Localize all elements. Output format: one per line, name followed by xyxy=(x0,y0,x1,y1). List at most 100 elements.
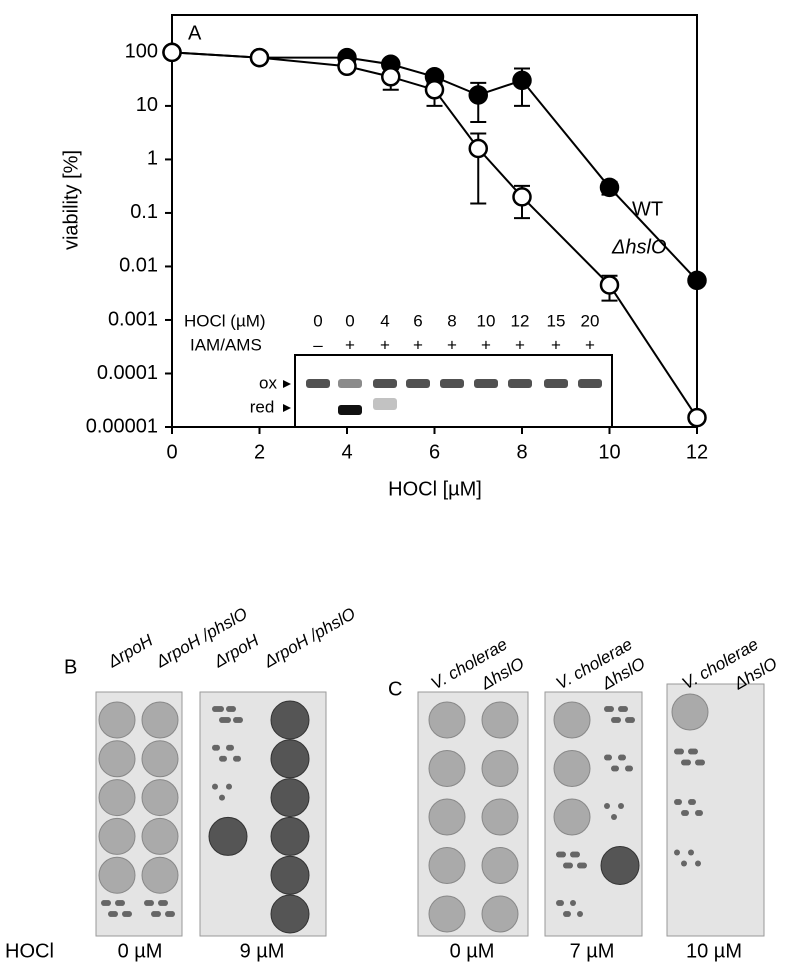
arrowhead xyxy=(283,380,291,388)
data-point xyxy=(381,67,401,87)
data-point xyxy=(468,85,488,105)
series-label: ΔhslO xyxy=(611,236,667,258)
gel-band xyxy=(306,379,330,388)
spot xyxy=(481,750,519,787)
spot xyxy=(141,740,179,778)
colony xyxy=(678,748,684,755)
y-tick-label: 10 xyxy=(136,94,158,116)
colony xyxy=(230,706,236,712)
colony xyxy=(119,900,125,906)
colony xyxy=(226,783,232,790)
x-tick-label: 2 xyxy=(254,441,265,463)
spot xyxy=(270,739,310,779)
lane-label: + xyxy=(345,335,355,354)
gel-band xyxy=(544,379,568,388)
gel-band xyxy=(406,379,430,388)
colony xyxy=(674,849,680,856)
colony xyxy=(606,754,612,761)
spot xyxy=(270,816,310,856)
data-point xyxy=(337,56,357,77)
colony xyxy=(105,900,111,906)
gel-band xyxy=(474,379,498,388)
gel-band xyxy=(578,379,602,388)
data-point xyxy=(687,270,707,291)
y-tick-label: 0.001 xyxy=(108,308,158,330)
colony xyxy=(608,706,614,712)
spot xyxy=(428,798,466,836)
spot xyxy=(553,750,591,787)
colony xyxy=(581,862,587,869)
column-label: ΔrpoH xyxy=(104,630,157,671)
data-point xyxy=(468,138,488,159)
y-tick-label: 100 xyxy=(125,41,158,63)
spot xyxy=(270,778,310,818)
colony xyxy=(112,911,118,917)
colony xyxy=(695,860,701,867)
colony xyxy=(577,911,583,917)
colony xyxy=(560,851,566,858)
spot xyxy=(600,846,640,885)
spot xyxy=(141,701,179,739)
colony xyxy=(218,706,224,712)
colony xyxy=(685,759,691,766)
gel-band xyxy=(440,379,464,388)
series-label: WT xyxy=(632,198,663,220)
gel-band xyxy=(373,398,397,410)
x-tick-label: 10 xyxy=(598,441,620,463)
lane-label: + xyxy=(380,335,390,354)
colony xyxy=(237,717,243,723)
spot xyxy=(428,701,466,739)
spot xyxy=(481,701,519,739)
spot xyxy=(270,700,310,740)
x-tick-label: 12 xyxy=(686,441,708,463)
dose-label: 0 µM xyxy=(118,940,163,962)
y-tick-label: 0.00001 xyxy=(86,415,158,437)
plate xyxy=(95,691,183,937)
data-point xyxy=(424,80,445,100)
spot xyxy=(428,847,466,884)
lane-label: 6 xyxy=(413,311,422,330)
lane-label: + xyxy=(551,335,561,354)
colony xyxy=(169,911,175,917)
colony xyxy=(620,754,626,761)
data-point xyxy=(162,42,182,63)
spot xyxy=(481,798,519,836)
y-axis-label: viability [%] xyxy=(60,150,82,250)
gel-background xyxy=(294,354,613,428)
spot xyxy=(141,817,179,855)
spot xyxy=(270,855,310,895)
lane-label: 0 xyxy=(345,311,354,330)
gel-band xyxy=(338,379,362,388)
lane-label: 8 xyxy=(447,311,456,330)
colony xyxy=(162,900,168,906)
gel-band xyxy=(373,379,397,388)
data-point xyxy=(687,407,707,428)
spot xyxy=(481,895,519,933)
colony xyxy=(681,860,687,867)
spot xyxy=(208,816,248,856)
colony xyxy=(148,900,154,906)
y-tick-label: 0.0001 xyxy=(97,362,158,384)
spot xyxy=(98,856,136,894)
lane-label: 10 xyxy=(477,311,496,330)
panel-label: A xyxy=(188,22,202,44)
gel-band xyxy=(338,405,362,415)
spot xyxy=(270,894,310,934)
data-point xyxy=(249,47,270,68)
colony xyxy=(225,717,231,723)
y-tick-label: 0.1 xyxy=(130,201,158,223)
spot xyxy=(98,779,136,817)
colony xyxy=(155,911,161,917)
colony xyxy=(214,744,220,751)
colony xyxy=(690,799,696,805)
colony xyxy=(692,748,698,755)
x-tick-label: 0 xyxy=(166,441,177,463)
lane-label: + xyxy=(447,335,457,354)
data-point xyxy=(599,177,620,198)
plate xyxy=(544,691,643,937)
inset-row-label: IAM/AMS xyxy=(190,335,262,354)
dose-label: 10 µM xyxy=(686,940,742,962)
x-tick-label: 4 xyxy=(341,441,352,463)
colony xyxy=(219,794,225,801)
